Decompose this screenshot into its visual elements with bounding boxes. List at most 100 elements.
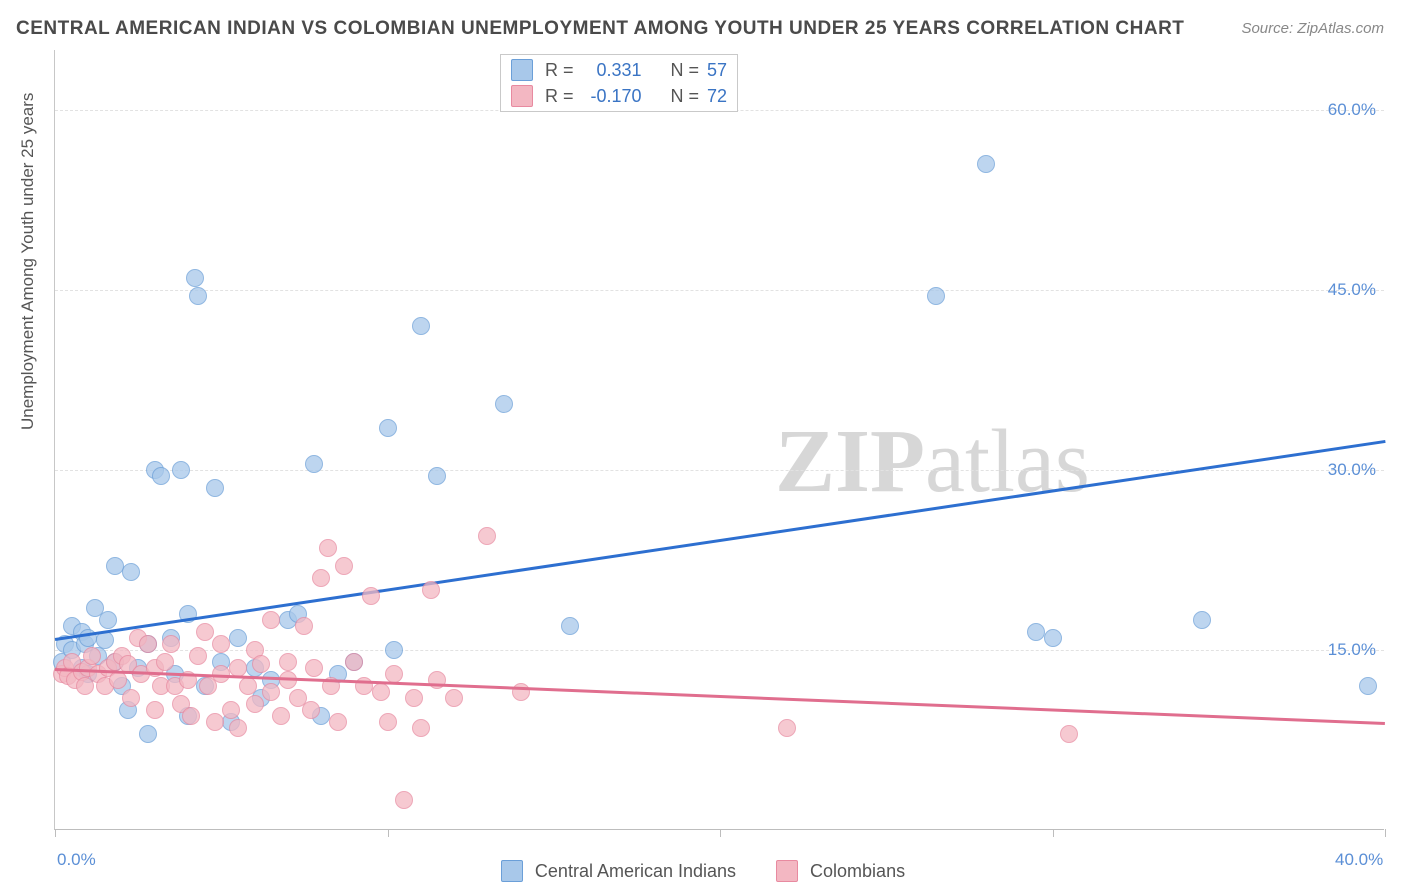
scatter-point <box>99 611 117 629</box>
scatter-point <box>139 725 157 743</box>
scatter-point <box>1027 623 1045 641</box>
n-label: N = <box>671 60 700 81</box>
scatter-point <box>212 635 230 653</box>
scatter-point <box>379 419 397 437</box>
scatter-point <box>272 707 290 725</box>
scatter-point <box>182 707 200 725</box>
scatter-point <box>106 557 124 575</box>
legend-series-name: Colombians <box>810 861 905 882</box>
n-label: N = <box>671 86 700 107</box>
correlation-legend-row: R = -0.170 N = 72 <box>507 83 731 109</box>
legend-swatch <box>511 85 533 107</box>
y-tick-label: 30.0% <box>1328 460 1376 480</box>
scatter-point <box>139 635 157 653</box>
scatter-point <box>229 629 247 647</box>
scatter-point <box>977 155 995 173</box>
scatter-point <box>206 713 224 731</box>
x-tick <box>1385 829 1386 837</box>
scatter-point <box>229 719 247 737</box>
scatter-point <box>312 569 330 587</box>
y-axis-label: Unemployment Among Youth under 25 years <box>18 93 38 430</box>
scatter-point <box>372 683 390 701</box>
scatter-point <box>1193 611 1211 629</box>
scatter-point <box>162 635 180 653</box>
scatter-point <box>1044 629 1062 647</box>
scatter-point <box>385 665 403 683</box>
watermark: ZIPatlas <box>775 410 1090 513</box>
scatter-point <box>319 539 337 557</box>
scatter-point <box>778 719 796 737</box>
scatter-point <box>83 647 101 665</box>
scatter-point <box>478 527 496 545</box>
scatter-point <box>1359 677 1377 695</box>
scatter-point <box>262 611 280 629</box>
scatter-point <box>395 791 413 809</box>
scatter-point <box>246 695 264 713</box>
scatter-point <box>927 287 945 305</box>
x-tick <box>388 829 389 837</box>
scatter-point <box>239 677 257 695</box>
source-label: Source: ZipAtlas.com <box>1241 20 1384 37</box>
scatter-point <box>302 701 320 719</box>
x-tick <box>55 829 56 837</box>
scatter-point <box>412 719 430 737</box>
plot-area: ZIPatlas 15.0%30.0%45.0%60.0%0.0%40.0% <box>54 50 1384 830</box>
correlation-legend-row: R = 0.331 N = 57 <box>507 57 731 83</box>
n-value: 72 <box>707 86 727 107</box>
scatter-point <box>329 713 347 731</box>
scatter-point <box>335 557 353 575</box>
scatter-point <box>96 631 114 649</box>
r-label: R = <box>545 86 574 107</box>
scatter-point <box>279 653 297 671</box>
scatter-point <box>262 683 280 701</box>
scatter-point <box>345 653 363 671</box>
scatter-point <box>385 641 403 659</box>
x-tick <box>1053 829 1054 837</box>
r-label: R = <box>545 60 574 81</box>
scatter-point <box>428 467 446 485</box>
scatter-point <box>109 671 127 689</box>
scatter-point <box>1060 725 1078 743</box>
scatter-point <box>146 701 164 719</box>
scatter-point <box>196 623 214 641</box>
legend-swatch <box>511 59 533 81</box>
n-value: 57 <box>707 60 727 81</box>
x-tick <box>720 829 721 837</box>
scatter-point <box>295 617 313 635</box>
scatter-point <box>172 461 190 479</box>
scatter-point <box>189 647 207 665</box>
legend-item: Central American Indians <box>501 860 736 882</box>
scatter-point <box>305 659 323 677</box>
scatter-point <box>561 617 579 635</box>
r-value: 0.331 <box>582 60 642 81</box>
legend-item: Colombians <box>776 860 905 882</box>
scatter-point <box>186 269 204 287</box>
scatter-point <box>222 701 240 719</box>
legend-series-name: Central American Indians <box>535 861 736 882</box>
scatter-point <box>206 479 224 497</box>
scatter-point <box>362 587 380 605</box>
r-value: -0.170 <box>582 86 642 107</box>
chart-title: CENTRAL AMERICAN INDIAN VS COLOMBIAN UNE… <box>16 18 1184 40</box>
watermark-bold: ZIP <box>775 412 925 511</box>
scatter-point <box>412 317 430 335</box>
legend-swatch <box>501 860 523 882</box>
scatter-point <box>122 689 140 707</box>
legend-swatch <box>776 860 798 882</box>
y-tick-label: 45.0% <box>1328 280 1376 300</box>
scatter-point <box>252 655 270 673</box>
scatter-point <box>156 653 174 671</box>
scatter-point <box>495 395 513 413</box>
scatter-point <box>379 713 397 731</box>
y-tick-label: 15.0% <box>1328 640 1376 660</box>
scatter-point <box>189 287 207 305</box>
scatter-point <box>122 563 140 581</box>
scatter-point <box>422 581 440 599</box>
scatter-point <box>445 689 463 707</box>
gridline <box>55 290 1384 291</box>
scatter-point <box>305 455 323 473</box>
y-tick-label: 60.0% <box>1328 100 1376 120</box>
scatter-point <box>405 689 423 707</box>
correlation-legend: R = 0.331 N = 57 R = -0.170 N = 72 <box>500 54 738 112</box>
scatter-point <box>152 467 170 485</box>
